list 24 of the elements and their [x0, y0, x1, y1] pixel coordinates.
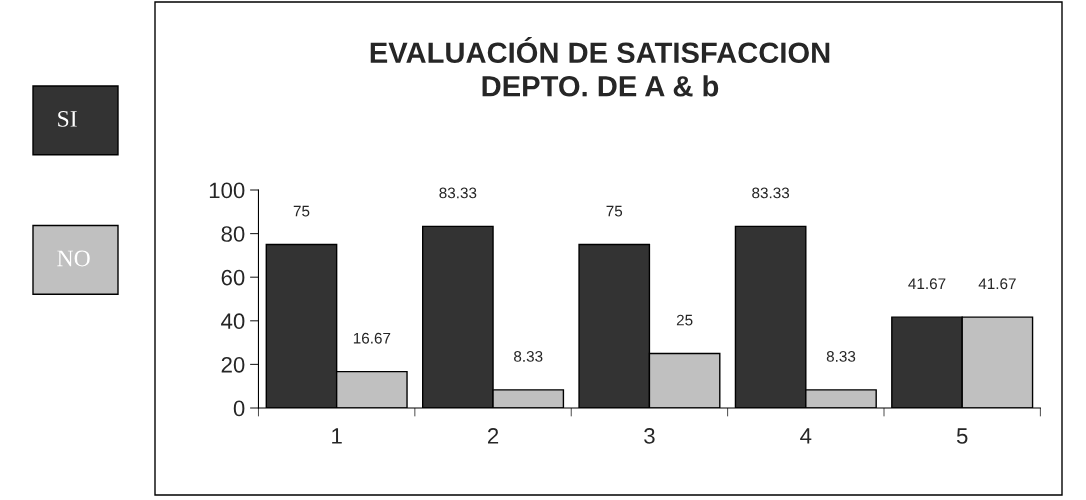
data-label: 25: [676, 314, 693, 326]
chart-title: EVALUACIÓN DE SATISFACCION DEPTO. DE A & b: [370, 36, 830, 97]
data-label: 75: [293, 205, 310, 217]
x-tick-label: 4: [800, 428, 812, 444]
x-tick-label: 5: [956, 428, 968, 444]
data-label: 8.33: [514, 351, 543, 362]
y-tick-label: 100: [209, 182, 245, 199]
data-label: 83.33: [752, 187, 790, 199]
y-tick-label: 0: [233, 400, 245, 417]
data-label: 8.33: [826, 351, 856, 362]
text: NO: [57, 250, 90, 267]
y-tick-label: 60: [221, 269, 245, 286]
x-tick-label: 2: [487, 428, 499, 444]
y-tick-label: 40: [221, 313, 245, 330]
x-tick-label: 1: [332, 428, 342, 444]
data-label: 75: [606, 205, 623, 217]
text: SI: [58, 110, 77, 127]
y-tick-label: 80: [221, 226, 245, 242]
data-label: 16.67: [353, 332, 391, 344]
y-tick-label: 20: [221, 356, 245, 373]
data-label: 83.33: [439, 187, 477, 199]
data-label: 41.67: [978, 278, 1016, 290]
data-label: 41.67: [908, 278, 946, 290]
x-tick-label: 3: [644, 428, 655, 444]
